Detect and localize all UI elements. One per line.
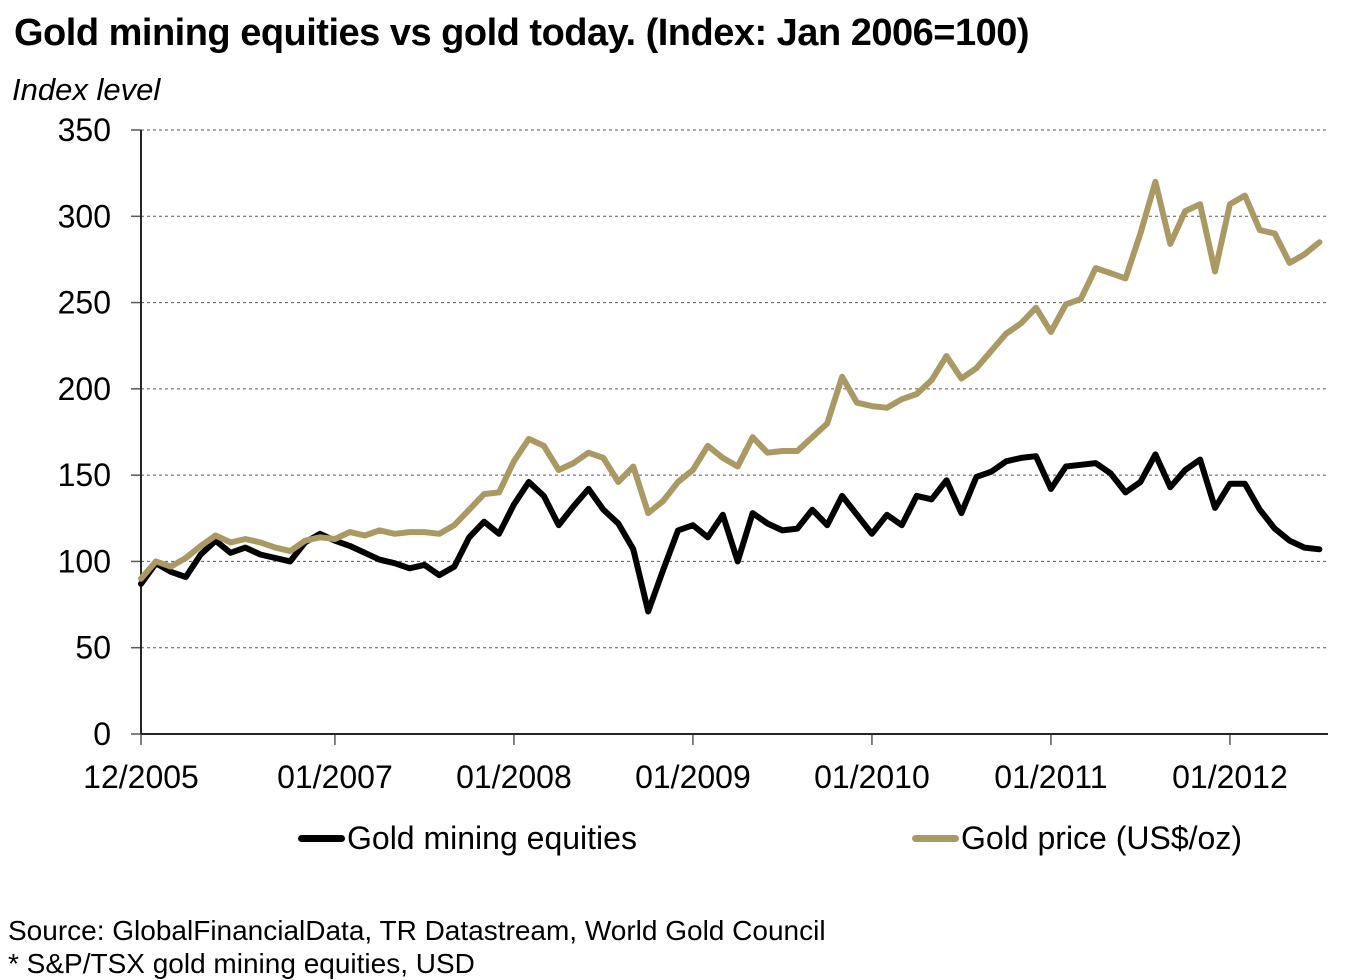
legend-item-gold-mining-equities: Gold mining equities bbox=[298, 820, 637, 857]
footnote-line: * S&P/TSX gold mining equities, USD bbox=[8, 948, 475, 979]
x-tick-label-01/2011: 01/2011 bbox=[994, 759, 1107, 795]
x-tick-label-01/2008: 01/2008 bbox=[456, 759, 572, 795]
series-line-gold-price bbox=[138, 178, 1323, 582]
y-tick-label-0: 0 bbox=[93, 716, 111, 752]
y-axis-unit-label: Index level bbox=[12, 72, 161, 107]
source-line: Source: GlobalFinancialData, TR Datastre… bbox=[8, 915, 826, 946]
legend-swatch-black-line bbox=[298, 835, 345, 842]
y-tick-label-250: 250 bbox=[58, 285, 111, 321]
y-tick-label-200: 200 bbox=[58, 371, 111, 407]
y-tick-label-150: 150 bbox=[58, 457, 111, 493]
legend-label-gold-price: Gold price (US$/oz) bbox=[961, 820, 1242, 856]
y-tick-label-350: 350 bbox=[58, 112, 111, 148]
x-tick-label-01/2009: 01/2009 bbox=[635, 759, 751, 795]
x-tick-label-01/2007: 01/2007 bbox=[277, 759, 393, 795]
x-tick-label-01/2012: 01/2012 bbox=[1172, 759, 1288, 795]
y-tick-label-100: 100 bbox=[58, 543, 111, 579]
legend-label-gold-mining-equities: Gold mining equities bbox=[347, 820, 637, 856]
legend: Gold mining equities Gold price (US$/oz) bbox=[0, 820, 1360, 860]
chart-title: Gold mining equities vs gold today. (Ind… bbox=[14, 12, 1030, 54]
y-tick-label-50: 50 bbox=[75, 630, 111, 666]
source-block: Source: GlobalFinancialData, TR Datastre… bbox=[8, 914, 826, 980]
legend-item-gold-price: Gold price (US$/oz) bbox=[912, 820, 1242, 857]
x-tick-label-12/2005: 12/2005 bbox=[83, 759, 199, 795]
y-tick-label-300: 300 bbox=[58, 198, 111, 234]
x-tick-label-01/2010: 01/2010 bbox=[814, 759, 930, 795]
legend-swatch-gold-line bbox=[912, 835, 959, 842]
series-line-gold-mining-equities bbox=[138, 451, 1323, 615]
